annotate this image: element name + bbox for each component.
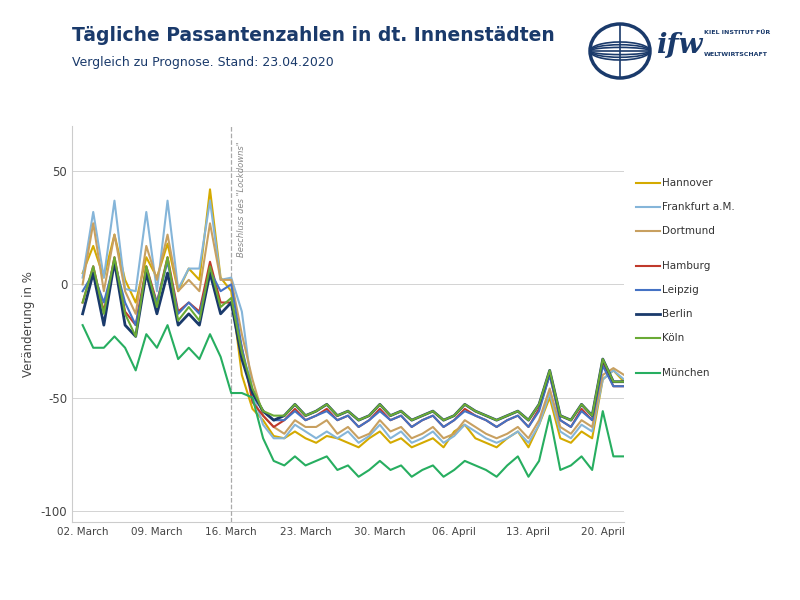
Text: ifw: ifw bbox=[656, 32, 702, 59]
Text: Berlin: Berlin bbox=[662, 309, 693, 319]
Text: München: München bbox=[662, 368, 710, 377]
Y-axis label: Veränderung in %: Veränderung in % bbox=[22, 271, 35, 377]
Text: Frankfurt a.M.: Frankfurt a.M. bbox=[662, 202, 735, 212]
Text: Beschluss des "Lockdowns": Beschluss des "Lockdowns" bbox=[237, 142, 246, 257]
Text: Leipzig: Leipzig bbox=[662, 285, 699, 295]
Text: Hannover: Hannover bbox=[662, 178, 713, 188]
Text: WELTWIRTSCHAFT: WELTWIRTSCHAFT bbox=[704, 52, 768, 57]
Text: Vergleich zu Prognose. Stand: 23.04.2020: Vergleich zu Prognose. Stand: 23.04.2020 bbox=[72, 56, 334, 69]
Text: Tägliche Passantenzahlen in dt. Innenstädten: Tägliche Passantenzahlen in dt. Innenstä… bbox=[72, 26, 554, 45]
Text: Dortmund: Dortmund bbox=[662, 226, 715, 236]
Text: Hamburg: Hamburg bbox=[662, 261, 710, 271]
Text: Köln: Köln bbox=[662, 333, 685, 343]
Text: Datenmonitor Corona-Krise: Datenmonitor Corona-Krise bbox=[573, 571, 788, 584]
Text: Quelle: Hystreet, eigene Berechnungen.: Quelle: Hystreet, eigene Berechnungen. bbox=[12, 572, 262, 583]
Text: KIEL INSTITUT FÜR: KIEL INSTITUT FÜR bbox=[704, 31, 770, 35]
